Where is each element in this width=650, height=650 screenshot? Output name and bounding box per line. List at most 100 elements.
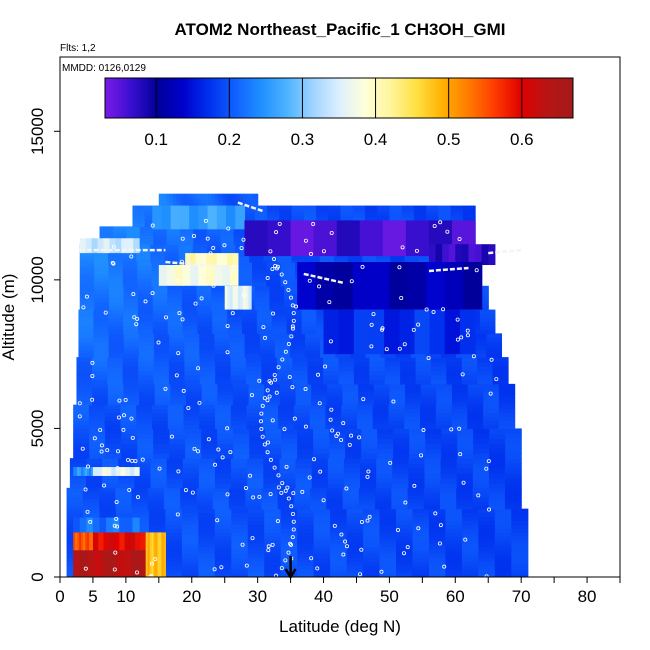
heatmap-cell: [112, 226, 127, 230]
y-tick-label: 15000: [28, 108, 47, 155]
heatmap-region-cell: [428, 244, 437, 265]
heatmap-cell: [451, 420, 468, 426]
heatmap-cell: [215, 361, 232, 367]
sample-point: [133, 458, 138, 463]
heatmap-region-cell: [90, 467, 94, 476]
heatmap-cell: [199, 333, 215, 338]
heatmap-cell: [498, 412, 516, 418]
heatmap-cell: [132, 215, 146, 221]
heatmap-cell: [461, 546, 479, 551]
heatmap-cell: [76, 370, 93, 376]
heatmap-region-cell: [216, 253, 223, 265]
heatmap-cell: [182, 482, 200, 489]
heatmap-cell: [132, 219, 146, 224]
heatmap-cell: [356, 416, 374, 422]
heatmap-cell: [139, 397, 156, 402]
heatmap-cell: [356, 424, 374, 430]
heatmap-cell: [295, 468, 313, 474]
heatmap-cell: [152, 408, 169, 414]
heatmap-cell: [181, 573, 199, 577]
heatmap-cell: [247, 512, 265, 518]
heatmap-cell: [358, 397, 375, 402]
heatmap-cell: [240, 193, 245, 197]
heatmap-cell: [150, 253, 166, 257]
heatmap-cell: [329, 453, 346, 459]
heatmap-cell: [122, 379, 139, 385]
x-axis: 0 5 10 20 30 40 50 60 70 80: [55, 577, 621, 606]
heatmap-cell: [254, 289, 271, 295]
heatmap-cell: [217, 453, 234, 459]
heatmap-cell: [104, 408, 122, 414]
heatmap-cell: [440, 505, 457, 510]
heatmap-cell: [345, 428, 362, 434]
heatmap-cell: [338, 366, 355, 372]
sample-point: [225, 324, 230, 329]
heatmap-cell: [428, 542, 447, 547]
heatmap-cell: [274, 341, 291, 346]
heatmap-cell: [214, 546, 232, 551]
sample-point: [402, 342, 407, 347]
heatmap-region-cell: [151, 532, 155, 577]
heatmap-cell: [248, 387, 265, 392]
heatmap-region-cell: [232, 253, 239, 265]
heatmap-cell: [379, 565, 397, 570]
heatmap-cell: [409, 448, 426, 454]
heatmap-cell: [242, 215, 256, 221]
heatmap-cell: [165, 516, 183, 522]
heatmap-cell: [286, 313, 303, 319]
heatmap-cell: [123, 305, 139, 311]
heatmap-cell: [247, 458, 264, 464]
x-axis-label: Latitude (deg N): [279, 617, 401, 636]
heatmap-cell: [342, 387, 359, 392]
heatmap-cell: [215, 379, 232, 385]
heatmap-cell: [180, 491, 198, 496]
heatmap-cell: [313, 448, 330, 454]
heatmap-cell: [150, 259, 166, 263]
heatmap-cell: [313, 516, 331, 522]
heatmap-cell: [78, 349, 95, 354]
heatmap-cell: [105, 448, 122, 454]
heatmap-cell: [123, 329, 139, 334]
heatmap-cell: [441, 438, 458, 444]
heatmap-cell: [235, 259, 250, 263]
heatmap-cell: [183, 424, 200, 430]
heatmap-cell: [264, 539, 282, 544]
heatmap-cell: [472, 458, 490, 464]
sample-point: [169, 434, 174, 439]
heatmap-cell: [237, 262, 253, 267]
heatmap-cell: [247, 542, 265, 547]
heatmap-cell: [227, 313, 243, 319]
sample-point: [244, 563, 249, 568]
heatmap-cell: [396, 520, 414, 526]
heatmap-cell: [180, 201, 185, 205]
heatmap-cell: [212, 329, 228, 334]
heatmap-cell: [264, 573, 282, 577]
heatmap-cell: [377, 433, 394, 439]
heatmap-cell: [212, 317, 228, 323]
heatmap-region-cell: [88, 532, 92, 551]
heatmap-cell: [235, 250, 250, 254]
heatmap-cell: [461, 573, 479, 577]
heatmap-cell: [82, 491, 100, 496]
heatmap-cell: [198, 573, 216, 577]
heatmap-cell: [229, 199, 234, 203]
heatmap-cell: [217, 448, 234, 454]
heatmap-cell: [488, 491, 506, 496]
heatmap-cell: [247, 477, 264, 484]
heatmap-cell: [138, 345, 155, 350]
heatmap-cell: [342, 487, 360, 492]
x-tick-label: 20: [182, 587, 201, 606]
sample-point: [455, 337, 460, 342]
heatmap-cell: [198, 535, 216, 540]
heatmap-cell: [478, 512, 496, 518]
colorbar-tick-label: 0.6: [510, 130, 534, 149]
sample-point: [114, 499, 119, 504]
heatmap-cell: [233, 438, 250, 444]
heatmap-cell: [291, 256, 307, 260]
heatmap-cell: [66, 491, 84, 496]
heatmap-cell: [326, 390, 344, 395]
heatmap-cell: [165, 262, 181, 267]
profile-point: [289, 504, 294, 509]
heatmap-cell: [198, 520, 216, 526]
